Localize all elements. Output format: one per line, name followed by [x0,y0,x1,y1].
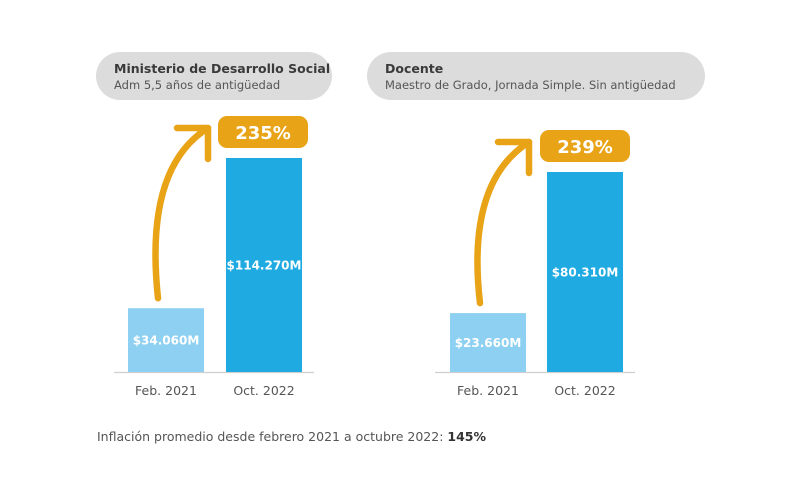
panel-header-right: Docente Maestro de Grado, Jornada Simple… [367,52,705,100]
bar-value-label: $23.660M [455,336,522,350]
x-tick-label: Feb. 2021 [135,383,197,398]
x-tick-label: Oct. 2022 [554,383,615,398]
panel-title: Ministerio de Desarrollo Social [114,61,331,76]
increase-label: 235% [235,123,291,144]
panel-title: Docente [385,61,444,76]
inflation-value: 145% [447,429,487,444]
panel-subtitle: Maestro de Grado, Jornada Simple. Sin an… [385,78,676,92]
growth-arrow [474,138,533,307]
bar-feb-2021 [128,308,204,372]
increase-badge [540,130,630,162]
inflation-note: Inflación promedio desde febrero 2021 a … [97,429,486,444]
arrow-head-icon [494,138,533,177]
growth-arrow [152,124,212,302]
panel-subtitle: Adm 5,5 años de antigüedad [114,78,281,92]
arrow-head-icon [173,124,212,163]
x-tick-label: Oct. 2022 [233,383,294,398]
bar-value-label: $80.310M [552,266,619,280]
x-tick-label: Feb. 2021 [457,383,519,398]
inflation-note-text: Inflación promedio desde febrero 2021 a … [97,429,448,444]
increase-badge [218,116,308,148]
increase-label: 239% [557,137,613,158]
bar-value-label: $34.060M [133,334,200,348]
panel-header-left: Ministerio de Desarrollo Social Adm 5,5 … [96,52,332,100]
bar-feb-2021 [450,313,526,372]
bar-value-label: $114.270M [227,259,302,273]
bar-oct-2022 [226,158,302,372]
bar-oct-2022 [547,172,623,372]
